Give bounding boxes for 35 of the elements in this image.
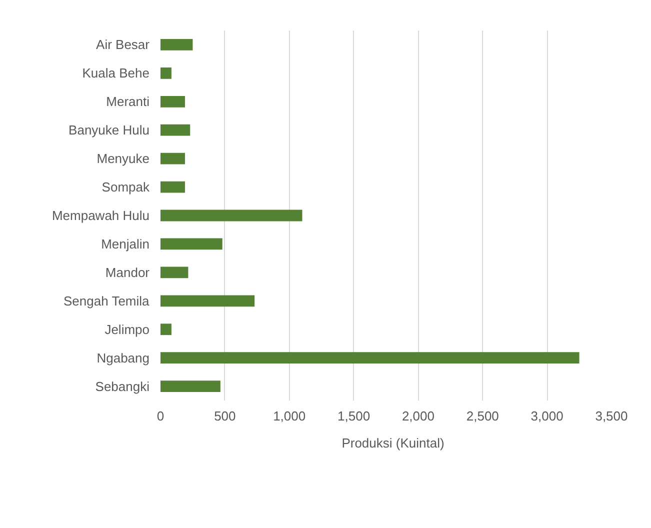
x-tick-label: 3,000 xyxy=(530,408,564,424)
bar xyxy=(160,324,172,336)
y-tick-label: Banyuke Hulu xyxy=(68,122,150,138)
bar xyxy=(160,96,185,108)
y-tick-label: Sompak xyxy=(102,180,150,195)
bar xyxy=(160,68,172,79)
text: Produksi (Kuintal) xyxy=(342,436,444,450)
y-tick-label: Jelimpo xyxy=(104,322,150,337)
x-tick-label: 2,000 xyxy=(402,408,434,424)
bar xyxy=(160,295,255,307)
y-tick-label: Menyuke xyxy=(96,151,150,166)
y-tick-label: Air Besar xyxy=(96,37,150,52)
y-tick-label: Ngabang xyxy=(96,350,150,366)
bar xyxy=(160,238,222,250)
y-tick-label: Meranti xyxy=(106,94,150,110)
bar xyxy=(160,380,220,392)
x-tick-label: 2,500 xyxy=(466,408,499,424)
bar xyxy=(160,181,185,193)
bar xyxy=(160,124,190,136)
bar xyxy=(160,39,193,50)
bar xyxy=(160,152,185,164)
bar xyxy=(160,266,188,278)
x-tick-label: 1,000 xyxy=(273,408,306,424)
y-tick-label: Sebangki xyxy=(95,378,150,394)
x-tick-label: 1,500 xyxy=(338,408,370,424)
x-tick-label: 3,500 xyxy=(595,408,628,424)
bar xyxy=(160,210,302,222)
y-tick-label: Mandor xyxy=(105,264,150,280)
bar xyxy=(160,352,580,364)
y-tick-label: Mempawah Hulu xyxy=(52,208,150,223)
x-tick-label: 0 xyxy=(156,408,164,424)
x-tick-label: 500 xyxy=(214,408,236,424)
y-tick-label: Sengah Temila xyxy=(64,293,150,308)
y-tick-label: Menjalin xyxy=(101,236,150,252)
y-tick-label: Kuala Behe xyxy=(82,66,150,81)
